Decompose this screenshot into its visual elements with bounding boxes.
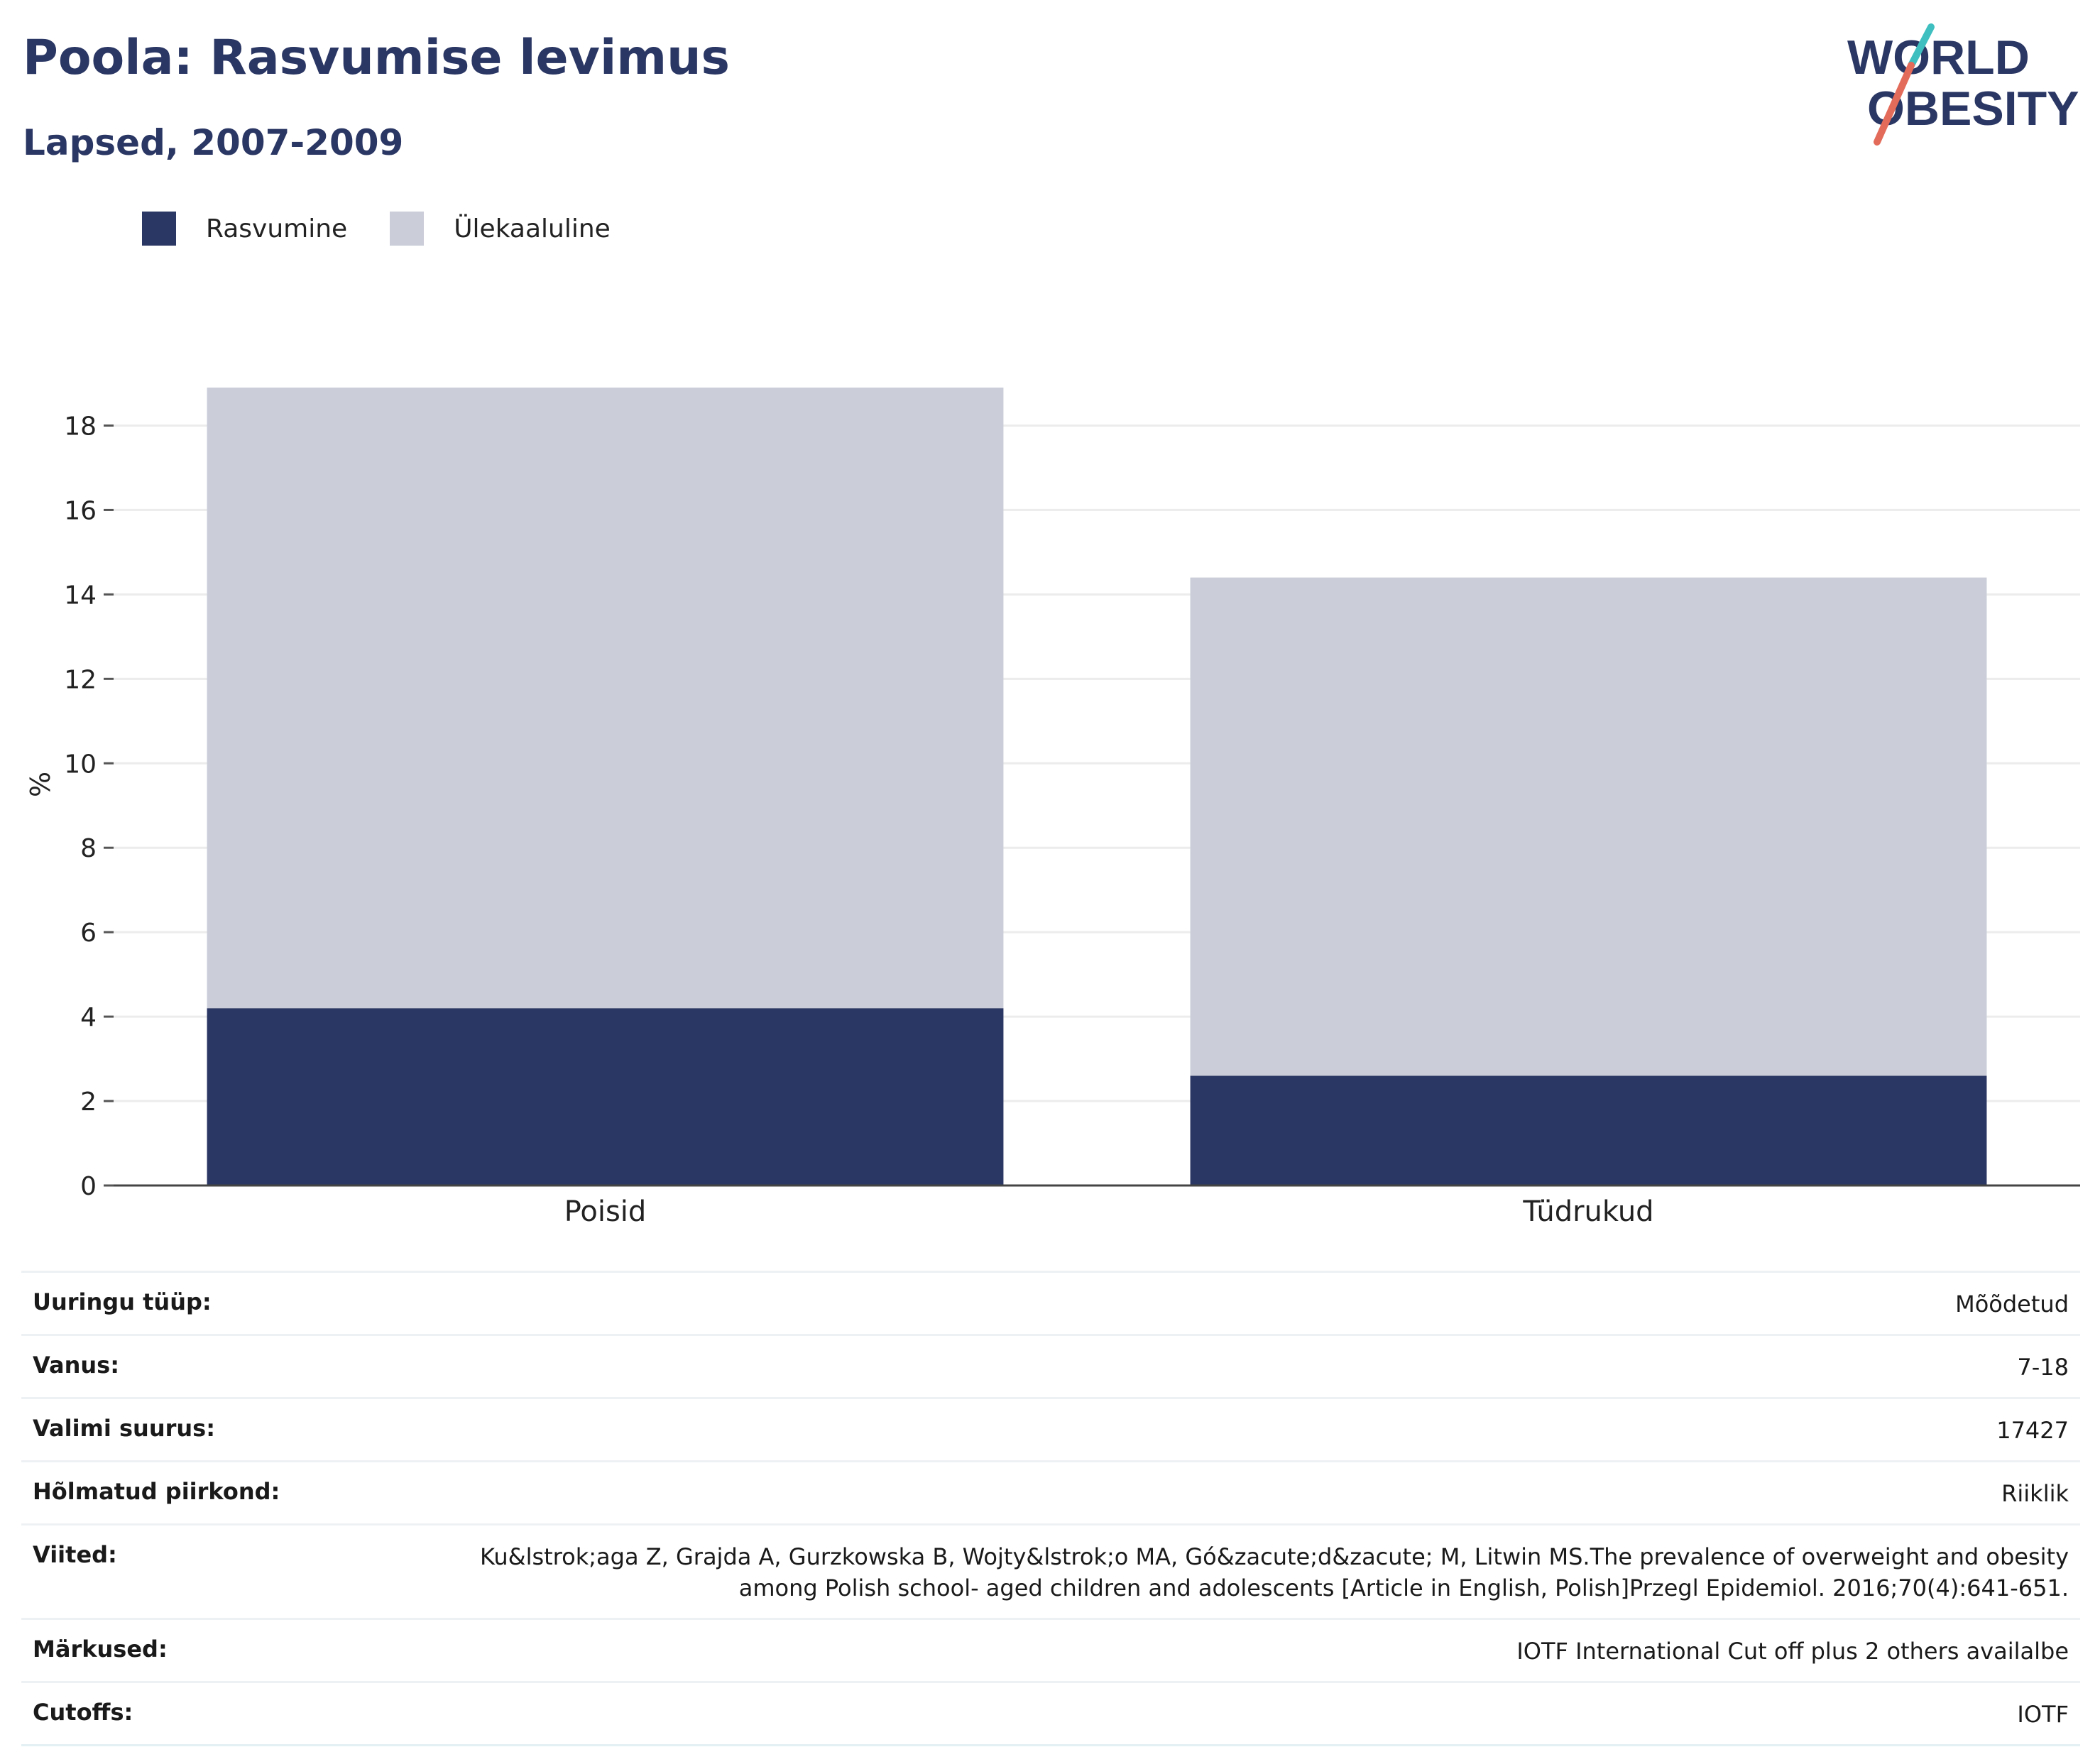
info-key: Uuringu tüüp: [33, 1288, 212, 1315]
bar-obesity-0 [207, 1008, 1004, 1185]
bar-overweight-1 [1190, 577, 1987, 1076]
info-key: Märkused: [33, 1636, 168, 1663]
legend-label-obesity: Rasvumine [206, 214, 348, 243]
info-value: IOTF [2017, 1701, 2069, 1728]
logo-slash-coral [1874, 62, 1915, 146]
info-row-sample-size: Valimi suurus: 17427 [21, 1397, 2080, 1460]
y-tick-label: 10 [64, 750, 97, 779]
y-tick-label: 16 [64, 496, 97, 525]
y-tick-label: 14 [64, 581, 97, 610]
info-value: Riiklik [2001, 1480, 2069, 1507]
y-tick-label: 8 [80, 834, 97, 863]
y-tick-label: 6 [80, 919, 97, 948]
logo-line-1: WORLD [1847, 31, 2030, 84]
page-subtitle: Lapsed, 2007-2009 [23, 122, 404, 163]
y-tick-label: 12 [64, 665, 97, 694]
info-key: Cutoffs: [33, 1699, 133, 1726]
info-row-cutoffs: Cutoffs: IOTF [21, 1681, 2080, 1746]
y-tick-label: 2 [80, 1088, 97, 1117]
legend-item-overweight[interactable]: Ülekaaluline [390, 212, 611, 246]
stacked-bar-chart: 0 2 4 6 8 10 12 14 16 18% Poisid Tüdrukud [25, 387, 2080, 1228]
info-value: 17427 [1996, 1417, 2069, 1444]
info-key: Vanus: [33, 1352, 120, 1379]
legend-swatch-overweight [390, 212, 425, 246]
legend-label-overweight: Ülekaaluline [454, 214, 611, 243]
info-key: Valimi suurus: [33, 1415, 216, 1442]
survey-info-table: Uuringu tüüp: Mõõdetud Vanus: 7-18 Valim… [21, 1271, 2080, 1746]
chart-legend: Rasvumine Ülekaaluline [142, 212, 653, 246]
bar-overweight-0 [207, 387, 1004, 1009]
y-axis-label: % [25, 772, 56, 797]
legend-item-obesity[interactable]: Rasvumine [142, 212, 347, 246]
page-title: Poola: Rasvumise levimus [23, 30, 731, 86]
info-key: Viited: [33, 1541, 117, 1568]
info-row-notes: Märkused: IOTF International Cut off plu… [21, 1618, 2080, 1681]
info-row-references: Viited: Ku&lstrok;aga Z, Grajda A, Gurzk… [21, 1523, 2080, 1618]
info-value: Mõõdetud [1955, 1291, 2069, 1318]
info-value: Ku&lstrok;aga Z, Grajda A, Gurzkowska B,… [479, 1543, 2069, 1601]
logo-slash-teal [1908, 23, 1935, 69]
y-tick-label: 0 [80, 1172, 97, 1201]
info-key: Hõlmatud piirkond: [33, 1478, 280, 1505]
x-tick-label: Poisid [564, 1195, 647, 1228]
y-tick-label: 18 [64, 412, 97, 441]
y-tick-label: 4 [80, 1003, 97, 1032]
info-row-age: Vanus: 7-18 [21, 1334, 2080, 1397]
info-row-region: Hõlmatud piirkond: Riiklik [21, 1460, 2080, 1523]
x-tick-label: Tüdrukud [1522, 1195, 1653, 1228]
info-value: IOTF International Cut off plus 2 others… [1516, 1638, 2069, 1665]
legend-swatch-obesity [142, 212, 176, 246]
bar-obesity-1 [1190, 1075, 1987, 1185]
info-row-survey-type: Uuringu tüüp: Mõõdetud [21, 1271, 2080, 1334]
world-obesity-logo: WORLD OBESITY [1847, 23, 2079, 146]
info-value: 7-18 [2017, 1354, 2069, 1381]
